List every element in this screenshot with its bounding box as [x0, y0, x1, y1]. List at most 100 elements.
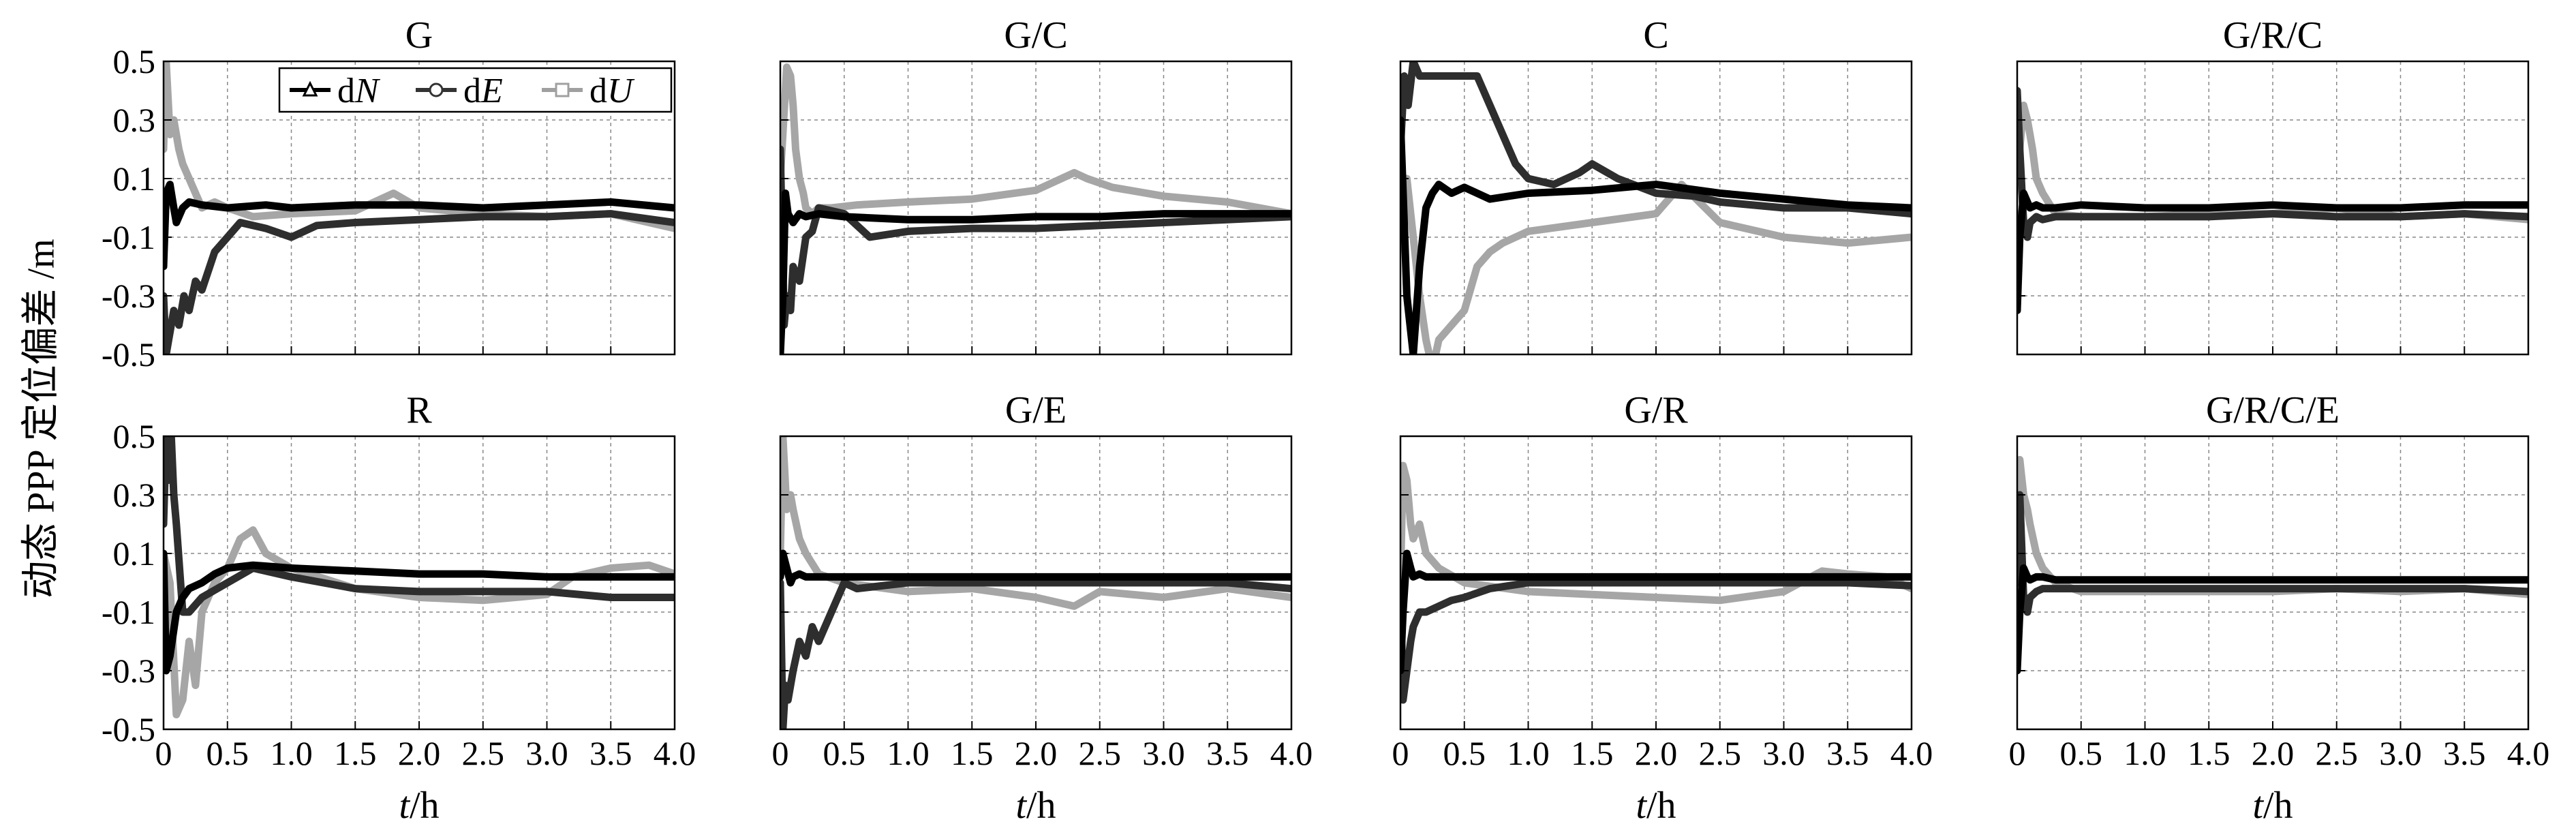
- series-line-dE: [780, 579, 1291, 729]
- series-line-dU: [164, 526, 675, 718]
- series-line-dN: [164, 549, 675, 675]
- x-tick-label: 0: [155, 734, 172, 772]
- y-tick-label: 0.1: [113, 534, 156, 573]
- y-tick-label: -0.3: [102, 277, 155, 315]
- x-tick-label: 4.0: [1890, 734, 1933, 772]
- x-axis-label-var: t: [399, 785, 410, 827]
- series-line-dE: [2017, 491, 2528, 616]
- legend-label: dN: [337, 72, 381, 110]
- square-marker-icon: [555, 82, 570, 97]
- series-line-dN: [1400, 116, 1912, 354]
- x-tick-label: 3.0: [2379, 734, 2422, 772]
- legend-item-dn: dN: [290, 72, 381, 110]
- x-tick-label: 2.0: [2252, 734, 2295, 772]
- panel-title: G: [405, 14, 433, 57]
- x-axis-label-unit: /h: [2263, 785, 2293, 827]
- x-tick-label: 2.0: [1635, 734, 1678, 772]
- panel-title: G/R/C: [2223, 14, 2322, 57]
- panel-title: G/E: [1005, 389, 1067, 431]
- x-tick-label: 1.0: [887, 734, 930, 772]
- panel-g-c: G/C: [779, 14, 1293, 356]
- series-line-dE: [164, 436, 675, 616]
- y-tick-label: 0.3: [113, 101, 156, 139]
- y-tick-label: 0.5: [113, 42, 156, 80]
- panel-title: R: [406, 389, 432, 431]
- series-line-dN: [780, 549, 1291, 587]
- x-tick-label: 3.0: [1142, 734, 1185, 772]
- panel-g-r-c-e: G/R/C/E 0 0.5 1.0 1.5 2.0 2.5 3.0 3.5 4.0 t/h: [2009, 389, 2550, 827]
- x-tick-label: 1.0: [2123, 734, 2166, 772]
- legend-item-du: dU: [542, 72, 635, 110]
- series-line-dN: [164, 181, 675, 271]
- panel-title: G/R: [1624, 389, 1688, 431]
- x-tick-label: 2.5: [2316, 734, 2359, 772]
- x-axis-label: t/h: [399, 785, 439, 827]
- series-line-dE: [1400, 61, 1912, 218]
- y-tick-label: 0.5: [113, 417, 156, 455]
- y-tick-label: -0.1: [102, 593, 155, 631]
- panel-title: G/R/C/E: [2206, 389, 2340, 431]
- x-tick-label: 4.0: [2507, 734, 2550, 772]
- series-line-dN: [2017, 189, 2528, 314]
- legend-label: dE: [463, 72, 503, 110]
- x-tick-label: 0.5: [823, 734, 866, 772]
- x-tick-label: 2.5: [462, 734, 505, 772]
- panel-r: R 0.5 0.3 0.1 -0.1 -0.3 -0.50 0.5 1.0 1.5 2.0 2.5 3.…: [102, 389, 696, 827]
- x-tick-label: 0.5: [206, 734, 249, 772]
- x-axis-label-var: t: [1636, 785, 1647, 827]
- x-axis-label-unit: /h: [410, 785, 440, 827]
- x-tick-label: 2.5: [1699, 734, 1742, 772]
- series-line-dE: [2017, 87, 2528, 241]
- legend-label-var: E: [480, 72, 503, 110]
- x-axis-label-unit: /h: [1646, 785, 1676, 827]
- x-axis-label-unit: /h: [1026, 785, 1056, 827]
- series-line-dE: [164, 210, 675, 354]
- triangle-marker-icon: [302, 80, 318, 97]
- series-line-dE: [780, 145, 1291, 329]
- series-line-dN: [1400, 549, 1912, 675]
- x-axis-label: t/h: [1015, 785, 1056, 827]
- x-tick-label: 3.0: [1762, 734, 1805, 772]
- series-line-dN: [780, 189, 1291, 354]
- x-tick-label: 3.5: [1206, 734, 1249, 772]
- x-tick-label: 3.0: [525, 734, 568, 772]
- legend-label-var: N: [354, 72, 381, 110]
- x-tick-label: 1.5: [951, 734, 994, 772]
- panel-title: C: [1643, 14, 1668, 57]
- y-tick-label: 0.3: [113, 476, 156, 514]
- x-tick-label: 3.5: [1826, 734, 1869, 772]
- x-tick-label: 1.5: [334, 734, 377, 772]
- x-tick-label: 3.5: [2443, 734, 2486, 772]
- series-line-dE: [1400, 579, 1912, 704]
- panel-title: G/C: [1004, 14, 1067, 57]
- x-tick-label: 1.0: [1507, 734, 1550, 772]
- x-axis-label-var: t: [1015, 785, 1027, 827]
- x-axis-label-var: t: [2252, 785, 2264, 827]
- x-tick-label: 0: [2009, 734, 2026, 772]
- legend-label: dU: [589, 72, 635, 110]
- y-tick-label: 0.1: [113, 159, 156, 198]
- x-tick-label: 0.5: [2060, 734, 2103, 772]
- circle-marker-icon: [429, 82, 444, 97]
- legend: dN dE dU: [278, 67, 673, 113]
- legend-label-prefix: d: [337, 72, 355, 110]
- legend-item-de: dE: [416, 72, 503, 110]
- x-tick-label: 0.5: [1443, 734, 1486, 772]
- x-tick-label: 1.5: [2188, 734, 2230, 772]
- panel-g-r-c: G/R/C: [2016, 14, 2530, 356]
- series-line-dN: [2017, 564, 2528, 675]
- y-tick-label: -0.5: [102, 710, 155, 748]
- y-tick-label: -0.5: [102, 335, 155, 374]
- x-tick-label: 4.0: [1270, 734, 1313, 772]
- legend-box: [278, 67, 673, 113]
- x-tick-label: 4.0: [654, 734, 696, 772]
- legend-label-prefix: d: [463, 72, 481, 110]
- x-tick-label: 1.0: [270, 734, 313, 772]
- x-tick-label: 2.5: [1079, 734, 1122, 772]
- x-tick-label: 3.5: [589, 734, 632, 772]
- x-tick-label: 1.5: [1571, 734, 1614, 772]
- panel-g: G0.50.30.1-0.1-0.3-0.5dN dE dU: [102, 14, 676, 374]
- panel-c: C: [1399, 14, 1913, 356]
- x-tick-label: 0: [1392, 734, 1409, 772]
